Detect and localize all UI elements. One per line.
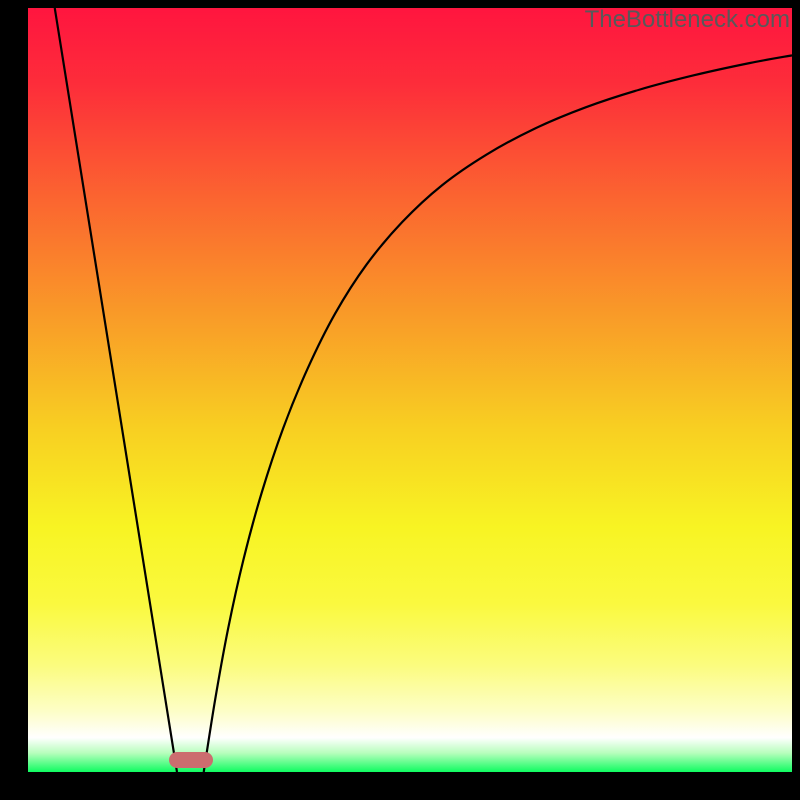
bottleneck-chart: TheBottleneck.com (0, 0, 800, 800)
plot-area (28, 8, 792, 772)
minimum-marker (169, 752, 213, 768)
watermark-text: TheBottleneck.com (585, 6, 790, 34)
